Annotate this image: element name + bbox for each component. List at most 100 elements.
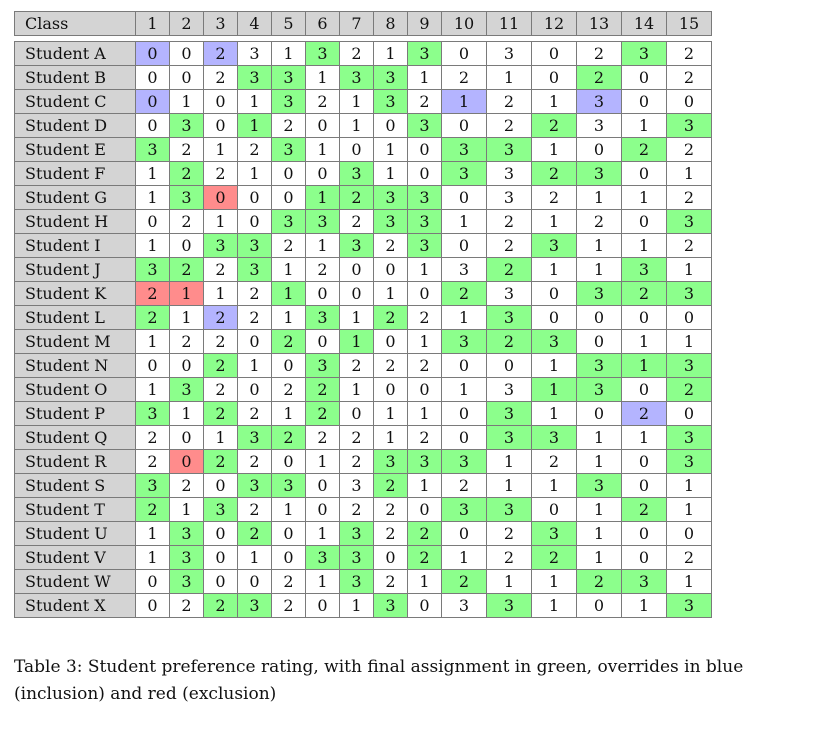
rating-cell: 1: [169, 497, 204, 522]
rating-cell: 2: [237, 281, 272, 306]
rating-cell: 0: [237, 185, 272, 210]
rating-cell: 2: [621, 497, 667, 522]
rating-cell: 0: [373, 257, 408, 282]
rating-cell: 1: [621, 593, 667, 618]
rating-cell: 1: [407, 329, 442, 354]
rating-cell: 2: [531, 161, 577, 186]
rating-cell: 0: [271, 521, 306, 546]
rating-cell: 3: [339, 545, 374, 570]
rating-cell: 3: [271, 473, 306, 498]
table-caption: Table 3: Student preference rating, with…: [14, 657, 744, 704]
rating-cell: 1: [576, 425, 622, 450]
rating-cell: 0: [373, 329, 408, 354]
rating-cell: 2: [203, 65, 238, 90]
rating-cell: 1: [135, 233, 170, 258]
rating-cell: 2: [339, 425, 374, 450]
rating-cell: 2: [203, 41, 238, 66]
rating-cell: 0: [203, 185, 238, 210]
rating-cell: 1: [271, 497, 306, 522]
rating-cell: 3: [531, 233, 577, 258]
rating-cell: 3: [531, 521, 577, 546]
rating-cell: 3: [486, 305, 532, 330]
rating-cell: 1: [621, 233, 667, 258]
rating-cell: 1: [576, 521, 622, 546]
rating-cell: 3: [441, 449, 487, 474]
rating-cell: 2: [666, 377, 712, 402]
rating-cell: 1: [135, 545, 170, 570]
column-header-15: 15: [666, 11, 712, 36]
rating-cell: 1: [305, 521, 340, 546]
rating-cell: 3: [305, 41, 340, 66]
rating-cell: 1: [531, 257, 577, 282]
rating-cell: 1: [373, 137, 408, 162]
rating-cell: 3: [407, 449, 442, 474]
rating-cell: 0: [666, 305, 712, 330]
rating-cell: 0: [203, 569, 238, 594]
rating-cell: 0: [407, 497, 442, 522]
rating-cell: 0: [339, 281, 374, 306]
column-header-13: 13: [576, 11, 622, 36]
rating-cell: 2: [486, 257, 532, 282]
rating-cell: 0: [531, 41, 577, 66]
rating-cell: 0: [271, 185, 306, 210]
rating-cell: 1: [531, 209, 577, 234]
rating-cell: 2: [666, 233, 712, 258]
rating-cell: 1: [621, 113, 667, 138]
rating-cell: 1: [531, 137, 577, 162]
rating-cell: 1: [486, 65, 532, 90]
rating-cell: 3: [237, 425, 272, 450]
rating-cell: 1: [169, 281, 204, 306]
rating-cell: 3: [271, 65, 306, 90]
rating-cell: 3: [305, 545, 340, 570]
rating-cell: 0: [407, 281, 442, 306]
rating-cell: 2: [486, 113, 532, 138]
rating-cell: 2: [203, 329, 238, 354]
rating-cell: 3: [441, 329, 487, 354]
rating-cell: 3: [237, 257, 272, 282]
column-header-6: 6: [305, 11, 340, 36]
rating-cell: 2: [135, 305, 170, 330]
rating-cell: 2: [169, 329, 204, 354]
rating-cell: 1: [531, 377, 577, 402]
rating-cell: 1: [305, 233, 340, 258]
rating-cell: 0: [135, 593, 170, 618]
rating-cell: 2: [203, 257, 238, 282]
rating-cell: 3: [407, 41, 442, 66]
column-header-7: 7: [339, 11, 374, 36]
rating-cell: 0: [531, 305, 577, 330]
rating-cell: 2: [203, 305, 238, 330]
rating-cell: 0: [576, 305, 622, 330]
rating-cell: 2: [373, 473, 408, 498]
rating-cell: 2: [576, 569, 622, 594]
rating-cell: 3: [486, 137, 532, 162]
rating-cell: 3: [407, 209, 442, 234]
rating-cell: 3: [666, 593, 712, 618]
rating-cell: 2: [666, 65, 712, 90]
rating-cell: 2: [203, 377, 238, 402]
rating-cell: 1: [531, 353, 577, 378]
rating-cell: 1: [531, 569, 577, 594]
rating-cell: 0: [305, 161, 340, 186]
rating-cell: 0: [441, 521, 487, 546]
rating-cell: 1: [305, 569, 340, 594]
rating-cell: 3: [135, 401, 170, 426]
rating-cell: 2: [169, 257, 204, 282]
rating-cell: 0: [237, 209, 272, 234]
rating-cell: 3: [373, 65, 408, 90]
rating-cell: 0: [135, 113, 170, 138]
rating-cell: 0: [135, 65, 170, 90]
rating-cell: 2: [169, 161, 204, 186]
rating-cell: 2: [339, 449, 374, 474]
rating-cell: 1: [486, 569, 532, 594]
rating-cell: 0: [621, 449, 667, 474]
rating-cell: 0: [576, 329, 622, 354]
rating-cell: 3: [271, 209, 306, 234]
